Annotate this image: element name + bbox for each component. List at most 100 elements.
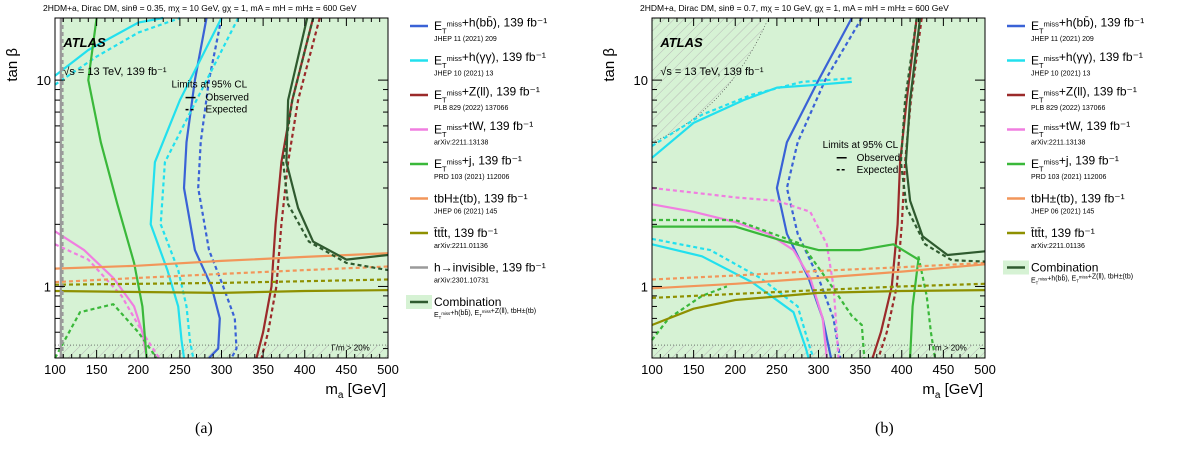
y-tick-label: 10 — [634, 73, 648, 88]
series-5-observed — [651, 263, 986, 290]
legend-item-5: tbH±(tb), 139 fb⁻¹ JHEP 06 (2021) 145 — [410, 192, 528, 216]
legend-label: ETmiss+j, 139 fb⁻¹ — [1031, 153, 1119, 173]
legend-label: ETmiss+tW, 139 fb⁻¹ — [1031, 119, 1130, 139]
series-3-observed — [651, 203, 828, 359]
series-4-expected-2 — [651, 285, 728, 341]
cl-label: Limits at 95% CL — [823, 140, 899, 151]
x-tick-label: 300 — [211, 362, 233, 377]
expected-label: Expected — [206, 105, 248, 116]
series-4-expected — [652, 218, 866, 359]
width-label: Γ/m > 20% — [928, 343, 966, 352]
legend-item-6: t̄tt̄t, 139 fb⁻¹ arXiv:2211.01136 — [410, 226, 498, 250]
series-8-expected — [282, 17, 389, 272]
series-6-observed — [54, 289, 389, 294]
series-7-observed — [904, 17, 986, 257]
legend-label: t̄tt̄t, 139 fb⁻¹ — [434, 226, 498, 240]
width-label: Γ/m > 20% — [331, 343, 369, 352]
legend-label: ETmiss+tW, 139 fb⁻¹ — [434, 119, 533, 139]
legend-label: ETmiss+h(γγ), 139 fb⁻¹ — [1031, 50, 1143, 70]
legend-label: t̄tt̄t, 139 fb⁻¹ — [1031, 226, 1095, 240]
observed-label: Observed — [206, 93, 249, 104]
legend-item-5: tbH±(tb), 139 fb⁻¹ JHEP 06 (2021) 145 — [1007, 192, 1125, 216]
series-4-observed — [87, 17, 148, 359]
width-hatch-top — [652, 18, 769, 143]
atlas-label: ATLAS — [659, 35, 703, 50]
legend-ref: JHEP 11 (2021) 209 — [434, 36, 497, 43]
x-tick-label: 250 — [766, 362, 788, 377]
observed-label: Observed — [857, 153, 900, 164]
series-1-observed — [651, 80, 852, 159]
legend-label: ETmiss+Z(ll), 139 fb⁻¹ — [434, 84, 540, 104]
legend-ref: JHEP 06 (2021) 145 — [434, 209, 497, 216]
x-tick-label: 200 — [724, 362, 746, 377]
x-tick-label: 500 — [974, 362, 996, 377]
legend-label: ETmiss+h(γγ), 139 fb⁻¹ — [434, 50, 546, 70]
x-axis-label: ma [GeV] — [922, 381, 983, 401]
x-tick-label: 350 — [849, 362, 871, 377]
series-1-expected-2 — [159, 17, 240, 359]
y-axis-label: tan β — [601, 48, 618, 82]
series-1-expected — [54, 16, 181, 86]
series-2-expected — [260, 17, 321, 359]
energy-label: √s = 13 TeV, 139 fb⁻¹ — [63, 66, 167, 78]
legend-ref: PRD 103 (2021) 112006 — [434, 174, 509, 181]
legend-ref: JHEP 06 (2021) 145 — [1031, 209, 1094, 216]
series-8-observed — [285, 17, 389, 261]
chart-title: 2HDM+a, Dirac DM, sinθ = 0.35, mχ = 10 G… — [43, 3, 357, 13]
x-tick-label: 400 — [891, 362, 913, 377]
legend-ref: PLB 829 (2022) 137066 — [434, 105, 508, 112]
series-3-expected — [54, 243, 161, 359]
x-tick-label: 400 — [294, 362, 316, 377]
x-tick-label: 450 — [336, 362, 358, 377]
legend-label: ETmiss+h(bb̄), 139 fb⁻¹ — [434, 15, 547, 35]
legend-label: ETmiss+Z(ll), 139 fb⁻¹ — [1031, 84, 1137, 104]
series-0-expected — [197, 17, 238, 359]
x-tick-label: 100 — [44, 362, 66, 377]
legend-label: tbH±(tb), 139 fb⁻¹ — [434, 192, 528, 206]
x-tick-label: 450 — [933, 362, 955, 377]
y-tick-label: 1 — [641, 279, 648, 294]
expected-label: Expected — [857, 165, 899, 176]
legend-label: ETmiss+h(bb̄), 139 fb⁻¹ — [1031, 15, 1144, 35]
chart-panel-b: 2HDM+a, Dirac DM, sinθ = 0.7, mχ = 10 Ge… — [601, 3, 1144, 401]
x-tick-label: 300 — [808, 362, 830, 377]
atlas-label: ATLAS — [62, 35, 106, 50]
legend-ref: arXiv:2211.01136 — [434, 243, 488, 250]
legend-ref: PLB 829 (2022) 137066 — [1031, 105, 1105, 112]
width-boundary-top — [651, 17, 769, 143]
legend-ref: arXiv:2211.13138 — [434, 140, 488, 147]
legend-item-7: h→invisible, 139 fb⁻¹ arXiv:2301.10731 — [410, 261, 546, 285]
series-0-expected — [785, 17, 863, 359]
legend-label: h→invisible, 139 fb⁻¹ — [434, 261, 546, 275]
series-1-expected — [651, 77, 852, 147]
x-tick-label: 150 — [683, 362, 705, 377]
x-tick-label: 500 — [377, 362, 399, 377]
cl-label: Limits at 95% CL — [172, 80, 248, 91]
legend-ref: arXiv:2211.13138 — [1031, 140, 1085, 147]
series-4-expected-3 — [917, 256, 937, 359]
x-tick-label: 250 — [169, 362, 191, 377]
energy-label: √s = 13 TeV, 139 fb⁻¹ — [660, 66, 764, 78]
legend-ref: JHEP 10 (2021) 13 — [434, 71, 494, 78]
series-1-observed — [54, 16, 164, 77]
series-6-observed — [651, 289, 986, 327]
legend-ref: JHEP 11 (2021) 209 — [1031, 36, 1094, 43]
x-axis-label: ma [GeV] — [325, 381, 386, 401]
y-tick-label: 1 — [44, 279, 51, 294]
legend-ref: arXiv:2211.01136 — [1031, 243, 1085, 250]
legend-ref: ETmiss+h(bb̄), ETmiss+Z(ll), tbH±(tb) — [1031, 273, 1133, 285]
series-2-observed — [871, 17, 918, 359]
series-0-observed — [182, 17, 221, 359]
legend-ref: PRD 103 (2021) 112006 — [1031, 174, 1106, 181]
legend-label: ETmiss+j, 139 fb⁻¹ — [434, 153, 522, 173]
